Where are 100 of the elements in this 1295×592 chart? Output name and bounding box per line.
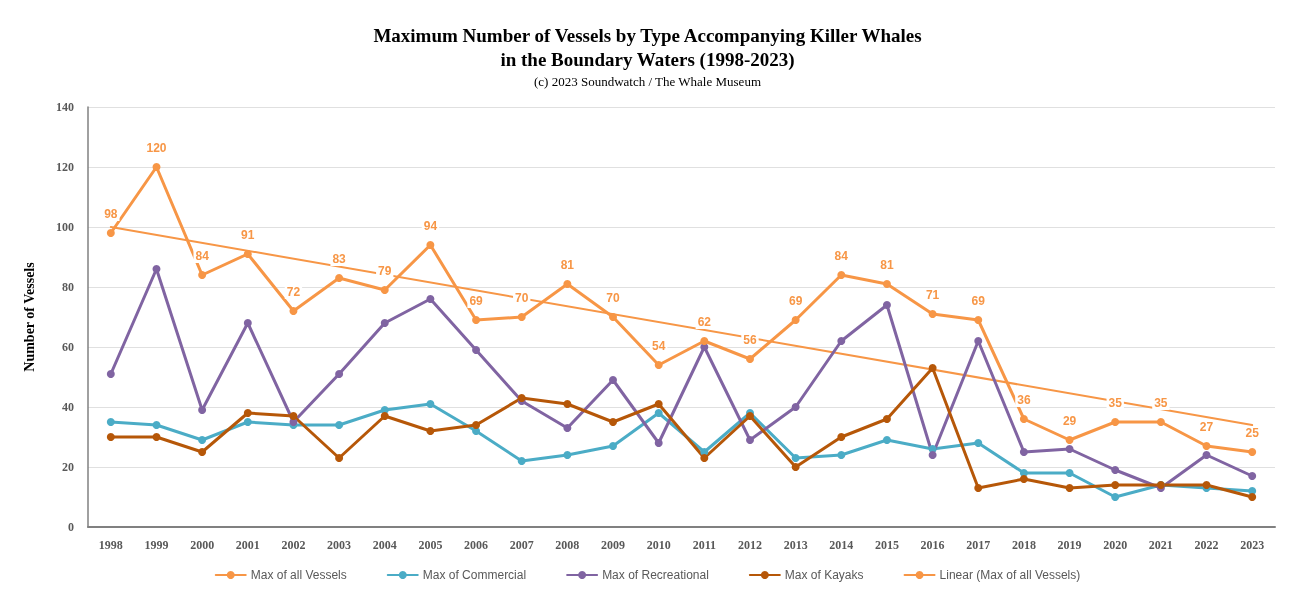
x-tick-label: 2007 xyxy=(509,538,534,552)
point xyxy=(335,274,344,282)
point xyxy=(974,316,983,324)
point xyxy=(1019,415,1028,423)
point xyxy=(1019,475,1028,483)
point xyxy=(426,400,435,408)
point xyxy=(198,448,207,456)
point xyxy=(517,457,526,465)
point xyxy=(472,421,481,429)
data-label: 72 xyxy=(286,285,301,299)
point xyxy=(152,163,161,171)
y-tick-label: 0 xyxy=(68,520,74,534)
x-tick-label: 2018 xyxy=(1011,538,1036,552)
point xyxy=(106,229,115,237)
x-tick-label: 2008 xyxy=(555,538,580,552)
point xyxy=(517,313,526,321)
data-label: 29 xyxy=(1062,414,1077,428)
point xyxy=(1248,493,1257,501)
y-tick-label: 120 xyxy=(56,160,74,174)
point xyxy=(106,433,115,441)
y-tick-label: 20 xyxy=(62,460,74,474)
point xyxy=(1111,481,1120,489)
point xyxy=(974,484,983,492)
point xyxy=(928,310,937,318)
data-label: 69 xyxy=(788,294,803,308)
point xyxy=(700,454,709,462)
x-tick-label: 2017 xyxy=(966,538,991,552)
point xyxy=(1248,448,1257,456)
point xyxy=(198,271,207,279)
point xyxy=(380,286,389,294)
data-label: 83 xyxy=(332,252,347,266)
point xyxy=(426,427,435,435)
point xyxy=(152,421,161,429)
data-label: 120 xyxy=(146,141,167,155)
point xyxy=(1065,436,1074,444)
point xyxy=(380,412,389,420)
data-label: 69 xyxy=(469,294,484,308)
legend-label: Max of Kayaks xyxy=(784,568,864,582)
x-tick-label: 2011 xyxy=(692,538,716,552)
y-axis-title: Number of Vessels xyxy=(21,261,37,372)
chart-title: Maximum Number of Vessels by Type Accompanying Killer Whales in the Boundary Waters (1998-2023) xyxy=(373,24,922,71)
point xyxy=(882,280,891,288)
point xyxy=(563,424,572,432)
point xyxy=(289,307,298,315)
point xyxy=(1111,418,1120,426)
x-tick-label: 2020 xyxy=(1103,538,1128,552)
point xyxy=(1065,484,1074,492)
point xyxy=(1248,472,1257,480)
data-label: 25 xyxy=(1245,426,1260,440)
point xyxy=(1202,451,1211,459)
point xyxy=(928,364,937,372)
point xyxy=(563,400,572,408)
legend-label: Linear (Max of all Vessels) xyxy=(939,568,1081,582)
point xyxy=(426,295,435,303)
x-tick-label: 2000 xyxy=(190,538,215,552)
data-label: 81 xyxy=(880,258,894,272)
point xyxy=(791,316,800,324)
point xyxy=(563,280,572,288)
point xyxy=(152,433,161,441)
x-tick-label: 2010 xyxy=(646,538,671,552)
x-tick-label: 2012 xyxy=(737,538,762,552)
data-label: 71 xyxy=(925,288,940,302)
data-label: 36 xyxy=(1017,393,1031,407)
x-tick-label: 2006 xyxy=(464,538,489,552)
legend-label: Max of Recreational xyxy=(602,568,709,582)
point xyxy=(243,250,252,258)
point xyxy=(106,370,115,378)
point xyxy=(1065,469,1074,477)
data-label: 84 xyxy=(195,249,210,263)
point xyxy=(106,418,115,426)
point xyxy=(928,451,937,459)
data-label: 62 xyxy=(697,315,712,329)
y-tick-label: 100 xyxy=(56,220,74,234)
x-tick-label: 2021 xyxy=(1148,538,1173,552)
point xyxy=(243,319,252,327)
point xyxy=(882,415,891,423)
point xyxy=(791,463,800,471)
x-tick-label: 2015 xyxy=(874,538,899,552)
data-label: 91 xyxy=(241,228,255,242)
point xyxy=(837,451,846,459)
x-tick-label: 1999 xyxy=(144,538,169,552)
x-tick-label: 2013 xyxy=(783,538,808,552)
point xyxy=(974,439,983,447)
point xyxy=(1202,442,1211,450)
data-label: 70 xyxy=(606,291,621,305)
point xyxy=(1019,448,1028,456)
point xyxy=(609,442,618,450)
point xyxy=(1111,466,1120,474)
point xyxy=(198,406,207,414)
point xyxy=(882,301,891,309)
point xyxy=(654,409,663,417)
x-tick-label: 2009 xyxy=(601,538,626,552)
point xyxy=(152,265,161,273)
point xyxy=(243,409,252,417)
data-label: 79 xyxy=(378,264,392,278)
point xyxy=(472,346,481,354)
point xyxy=(335,370,344,378)
point xyxy=(700,337,709,345)
x-tick-label: 2001 xyxy=(235,538,260,552)
data-label: 54 xyxy=(651,339,666,353)
